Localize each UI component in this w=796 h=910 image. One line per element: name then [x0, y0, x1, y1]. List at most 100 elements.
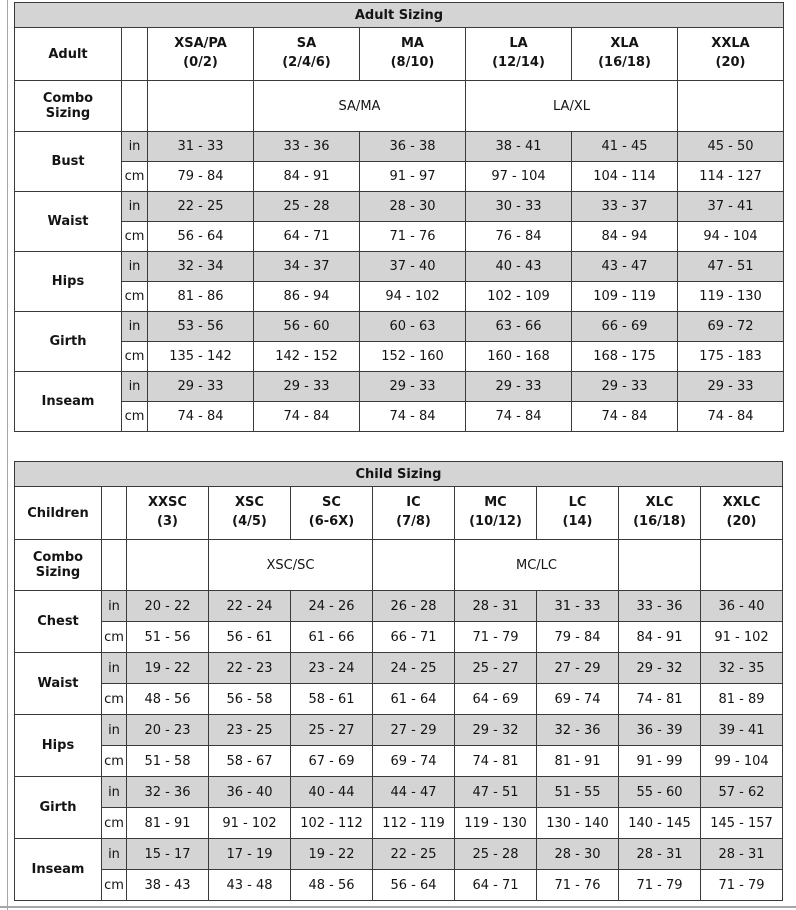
value-cell-in: 25 - 28: [454, 838, 537, 870]
value-cell-in: 43 - 47: [571, 251, 678, 282]
value-cell-cm: 91 - 99: [618, 745, 701, 777]
bottom-divider-line: [0, 906, 796, 908]
combo-size-cell: [700, 539, 783, 591]
value-cell-in: 57 - 62: [700, 776, 783, 808]
value-cell-in: 53 - 56: [147, 311, 254, 342]
value-cell-in: 36 - 40: [700, 590, 783, 622]
value-cell-in: 31 - 33: [536, 590, 619, 622]
value-cell-cm: 175 - 183: [677, 341, 784, 372]
value-cell-cm: 51 - 56: [126, 621, 209, 653]
value-cell-cm: 76 - 84: [465, 221, 572, 252]
size-header: IC (7/8): [372, 486, 455, 540]
size-header: XXLA (20): [677, 27, 784, 81]
value-cell-in: 56 - 60: [253, 311, 360, 342]
size-header: XSA/PA (0/2): [147, 27, 254, 81]
left-border-line: [7, 0, 8, 910]
value-cell-in: 29 - 33: [465, 371, 572, 402]
combo-size-cell: [126, 539, 209, 591]
value-cell-cm: 71 - 79: [454, 621, 537, 653]
size-header: XXLC (20): [700, 486, 783, 540]
value-cell-in: 29 - 32: [618, 652, 701, 684]
group-label: Children: [14, 486, 102, 540]
value-cell-cm: 91 - 102: [208, 807, 291, 839]
value-cell-in: 24 - 25: [372, 652, 455, 684]
value-cell-in: 22 - 24: [208, 590, 291, 622]
unit-label-in: in: [101, 590, 127, 622]
value-cell-in: 27 - 29: [536, 652, 619, 684]
value-cell-in: 33 - 37: [571, 191, 678, 222]
unit-label-in: in: [121, 191, 148, 222]
combo-size-cell: [677, 80, 784, 132]
value-cell-cm: 64 - 69: [454, 683, 537, 715]
measurement-label: Girth: [14, 776, 102, 839]
measurement-label: Waist: [14, 191, 122, 252]
size-header: XLA (16/18): [571, 27, 678, 81]
unit-label-in: in: [121, 251, 148, 282]
value-cell-in: 28 - 30: [359, 191, 466, 222]
value-cell-in: 36 - 38: [359, 131, 466, 162]
value-cell-cm: 74 - 84: [571, 401, 678, 432]
value-cell-cm: 56 - 58: [208, 683, 291, 715]
value-cell-in: 37 - 40: [359, 251, 466, 282]
value-cell-in: 29 - 33: [359, 371, 466, 402]
adult-sizing-table: Adult Sizing Adult XSA/PA (0/2) SA (2/4/6) MA(…: [14, 2, 784, 432]
value-cell-cm: 91 - 102: [700, 621, 783, 653]
value-cell-cm: 84 - 91: [253, 161, 360, 192]
value-cell-in: 38 - 41: [465, 131, 572, 162]
value-cell-cm: 109 - 119: [571, 281, 678, 312]
value-cell-in: 55 - 60: [618, 776, 701, 808]
value-cell-in: 25 - 27: [454, 652, 537, 684]
value-cell-cm: 71 - 79: [618, 869, 701, 901]
value-cell-in: 32 - 34: [147, 251, 254, 282]
table-title: Child Sizing: [14, 461, 783, 487]
unit-spacer-cell: [121, 80, 148, 132]
value-cell-in: 40 - 44: [290, 776, 373, 808]
measurement-label: Girth: [14, 311, 122, 372]
value-cell-cm: 142 - 152: [253, 341, 360, 372]
unit-label-cm: cm: [101, 683, 127, 715]
value-cell-cm: 69 - 74: [372, 745, 455, 777]
value-cell-cm: 112 - 119: [372, 807, 455, 839]
measurement-label: Hips: [14, 251, 122, 312]
combo-size-cell: [618, 539, 701, 591]
value-cell-in: 15 - 17: [126, 838, 209, 870]
value-cell-in: 28 - 31: [700, 838, 783, 870]
unit-label-cm: cm: [101, 807, 127, 839]
value-cell-cm: 71 - 76: [359, 221, 466, 252]
value-cell-cm: 64 - 71: [454, 869, 537, 901]
value-cell-in: 29 - 33: [147, 371, 254, 402]
value-cell-cm: 56 - 64: [372, 869, 455, 901]
unit-label-in: in: [121, 131, 148, 162]
value-cell-in: 45 - 50: [677, 131, 784, 162]
size-header: XXSC (3): [126, 486, 209, 540]
value-cell-in: 69 - 72: [677, 311, 784, 342]
value-cell-cm: 56 - 61: [208, 621, 291, 653]
size-header: XLC (16/18): [618, 486, 701, 540]
value-cell-cm: 81 - 86: [147, 281, 254, 312]
value-cell-in: 22 - 23: [208, 652, 291, 684]
measurement-label: Hips: [14, 714, 102, 777]
value-cell-cm: 84 - 91: [618, 621, 701, 653]
unit-label-in: in: [121, 311, 148, 342]
value-cell-in: 32 - 36: [536, 714, 619, 746]
table-title: Adult Sizing: [14, 2, 784, 28]
value-cell-cm: 74 - 84: [253, 401, 360, 432]
unit-label-cm: cm: [121, 401, 148, 432]
value-cell-in: 29 - 32: [454, 714, 537, 746]
size-header: SA (2/4/6): [253, 27, 360, 81]
value-cell-cm: 135 - 142: [147, 341, 254, 372]
value-cell-in: 26 - 28: [372, 590, 455, 622]
value-cell-in: 30 - 33: [465, 191, 572, 222]
size-header: SC (6-6X): [290, 486, 373, 540]
value-cell-in: 25 - 28: [253, 191, 360, 222]
combo-size-cell: SA/MA: [253, 80, 466, 132]
value-cell-in: 36 - 40: [208, 776, 291, 808]
group-label: Adult: [14, 27, 122, 81]
value-cell-cm: 152 - 160: [359, 341, 466, 372]
measurement-label: Chest: [14, 590, 102, 653]
size-header: LC (14): [536, 486, 619, 540]
combo-size-cell: MC/LC: [454, 539, 619, 591]
combo-size-cell: [147, 80, 254, 132]
value-cell-in: 28 - 31: [454, 590, 537, 622]
measurement-label: Inseam: [14, 371, 122, 432]
